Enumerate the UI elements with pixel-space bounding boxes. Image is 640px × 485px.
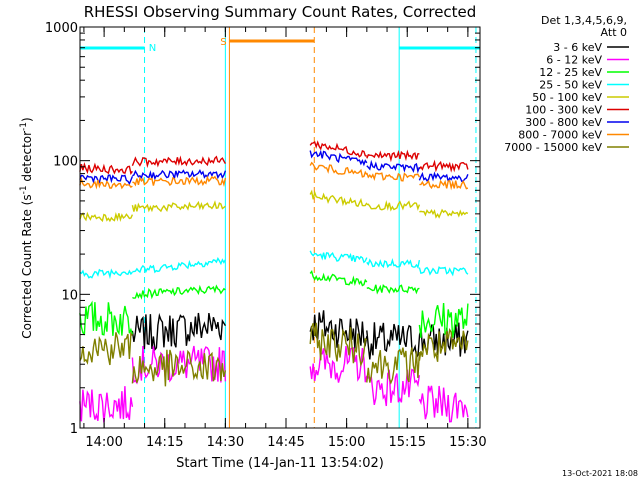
x-axis-label: Start Time (14-Jan-11 13:54:02) [176, 456, 384, 471]
series-1-segment-3 [366, 368, 421, 407]
series-4-segment-2 [309, 189, 368, 208]
legend-entry-1: 6 - 12 keV [546, 54, 602, 67]
y-axis-label-start: Corrected Count Rate (s [20, 194, 34, 338]
x-tick-label-4: 15:00 [328, 435, 365, 450]
series-5-segment-2 [309, 140, 368, 158]
series-6-segment-3 [366, 159, 421, 174]
series-1-segment-0 [79, 386, 134, 423]
series-3-segment-4 [418, 266, 469, 277]
series-1-segment-4 [418, 385, 469, 423]
plot-axes: 1 10 100 1000 14:00 14:15 14:30 14:45 15:00 15:15… [45, 21, 487, 450]
series-6-segment-4 [418, 171, 469, 184]
series-2-segment-0 [79, 300, 134, 336]
series-4-segment-1 [131, 200, 226, 213]
legend-header-0: Det 1,3,4,5,6,9, [541, 14, 627, 27]
series-5-segment-4 [418, 159, 469, 173]
legend-entry-4: 50 - 100 keV [532, 91, 602, 104]
night-flag-label: N [149, 43, 156, 54]
series-3-segment-2 [309, 250, 368, 264]
series-2-segment-3 [366, 283, 420, 295]
chart-title: RHESSI Observing Summary Count Rates, Co… [84, 3, 477, 21]
series-8-segment-2 [309, 322, 368, 368]
series-2-segment-1 [132, 284, 226, 300]
saa-flag-label: S [220, 37, 226, 48]
x-tick-label-3: 14:45 [267, 435, 304, 450]
series-8-segment-3 [366, 347, 421, 385]
series-0-segment-0 [131, 312, 227, 352]
legend-header-1: Att 0 [601, 26, 627, 39]
series-4-segment-4 [419, 208, 469, 219]
y-axis-label-end: ) [20, 117, 34, 122]
series-8-segment-0 [79, 331, 133, 366]
legend-entry-8: 7000 - 15000 keV [504, 141, 602, 154]
series-3-segment-3 [366, 258, 421, 269]
series-6-segment-1 [132, 168, 227, 181]
x-tick-label-6: 15:30 [449, 435, 486, 450]
series-7-segment-1 [132, 175, 227, 187]
x-tick-label-5: 15:15 [389, 435, 426, 450]
series-4-segment-3 [366, 199, 421, 212]
x-tick-label-1: 14:15 [146, 435, 183, 450]
series-1-segment-2 [309, 346, 368, 383]
series-5-segment-0 [79, 162, 133, 175]
legend-entry-5: 100 - 300 keV [525, 104, 602, 117]
series-7-segment-4 [419, 179, 469, 191]
y-axis-label-mid: detector [20, 131, 34, 186]
series-1-segment-1 [131, 345, 227, 385]
y-axis-label-exp1: -1 [19, 185, 29, 194]
timestamp: 13-Oct-2021 18:08 [562, 469, 638, 478]
legend-entry-7: 800 - 7000 keV [518, 129, 602, 142]
series-0-segment-1 [309, 310, 368, 349]
series-5-segment-3 [366, 149, 420, 163]
y-tick-label-2: 100 [53, 155, 78, 170]
series-8-segment-1 [131, 349, 227, 387]
series-7-segment-2 [309, 161, 368, 178]
series-6-segment-0 [79, 174, 134, 186]
marker-lines [144, 27, 477, 428]
series-2-segment-2 [309, 269, 368, 287]
series-6-segment-2 [309, 149, 368, 167]
series-3-segment-1 [132, 256, 227, 274]
series-5-segment-1 [131, 155, 227, 169]
y-tick-label-1: 10 [61, 288, 78, 303]
series-7-segment-3 [366, 172, 421, 182]
series-2-segment-4 [418, 302, 469, 338]
flag-bars: NS [80, 37, 480, 54]
y-axis-label: Corrected Count Rate (s-1 detector-1) [19, 117, 34, 338]
x-tick-label-2: 14:30 [207, 435, 244, 450]
legend-entry-2: 12 - 25 keV [539, 66, 602, 79]
y-tick-label-3: 1000 [45, 21, 78, 36]
series-lines [79, 140, 469, 423]
y-axis-label-exp2: -1 [19, 122, 29, 131]
legend-entry-3: 25 - 50 keV [539, 79, 602, 92]
series-7-segment-0 [79, 176, 133, 190]
plot-frame [79, 26, 481, 429]
legend-entry-6: 300 - 800 keV [525, 116, 602, 129]
legend-entry-0: 3 - 6 keV [553, 41, 602, 54]
series-4-segment-0 [79, 211, 134, 223]
series-8-segment-4 [418, 327, 469, 362]
y-tick-label-0: 1 [70, 422, 78, 437]
series-3-segment-0 [79, 268, 133, 280]
x-tick-label-0: 14:00 [85, 435, 122, 450]
